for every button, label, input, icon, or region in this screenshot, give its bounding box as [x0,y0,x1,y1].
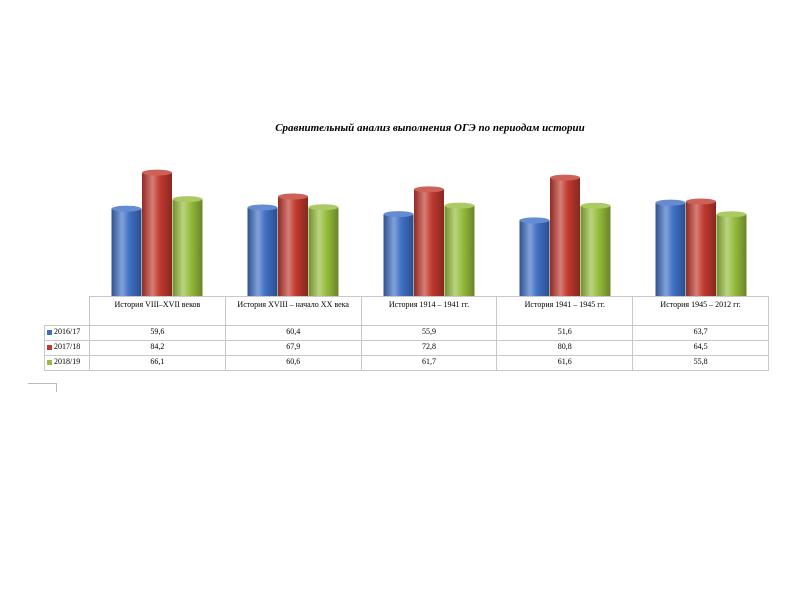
page-corner-mark [28,383,57,392]
bar-2018-19-cat-5 [716,211,747,296]
bar-top [716,211,747,218]
bar-body [716,214,747,296]
legend-series-cell: 2017/18 [44,340,90,356]
bar-body [383,214,414,296]
bar-2016-17-cat-3 [383,211,414,296]
bar-top [111,205,142,212]
table-value-cell: 72,8 [360,340,498,356]
bar-body [308,207,339,296]
table-corner-cell [44,296,90,326]
table-category-header: История 1941 – 1945 гг. [496,296,634,326]
table-value-cell: 84,2 [89,340,226,356]
bar-top [519,217,550,224]
table-row: 2016/17 59,6 60,4 55,9 51,6 63,7 [44,325,769,341]
bar-2016-17-cat-4 [519,217,550,296]
legend-series-cell: 2018/19 [44,355,90,371]
bar-top [142,169,172,176]
bar-top [655,199,686,206]
chart-title: Сравнительный анализ выполнения ОГЭ по п… [275,122,585,134]
bar-body [550,177,580,296]
bar-top [414,186,444,193]
table-value-cell: 59,6 [89,325,226,341]
bar-2018-19-cat-3 [444,202,475,296]
table-value-cell: 55,8 [632,355,769,371]
legend-swatch [47,329,52,335]
table-value-cell: 63,7 [632,325,769,341]
bar-body [580,205,611,296]
bar-top [686,198,716,205]
table-value-cell: 51,6 [496,325,634,341]
bar-2017-18-cat-2 [278,193,308,296]
legend-swatch [47,359,52,365]
bar-2017-18-cat-5 [686,198,716,296]
table-value-cell: 66,1 [89,355,226,371]
bar-2016-17-cat-2 [247,204,278,296]
series-name: 2018/19 [54,357,81,366]
bar-2018-19-cat-2 [308,204,339,296]
table-value-cell: 55,9 [360,325,498,341]
bar-body [686,201,716,296]
bar-top [444,202,475,209]
bar-body [247,207,278,296]
table-header-row: История VIII–XVII веков История XVIII – н… [44,296,769,326]
bar-top [550,174,580,181]
bar-top [247,204,278,211]
table-category-header: История VIII–XVII веков [89,296,226,326]
bar-top [308,204,339,211]
bar-top [278,193,308,200]
bar-2018-19-cat-4 [580,202,611,296]
table-value-cell: 67,9 [224,340,362,356]
bar-2016-17-cat-5 [655,199,686,296]
bar-body [278,196,308,296]
table-value-cell: 61,6 [496,355,634,371]
bar-body [414,189,444,296]
bar-top [172,196,203,203]
table-row: 2017/18 84,2 67,9 72,8 80,8 64,5 [44,340,769,356]
table-row: 2018/19 66,1 60,6 61,7 61,6 55,8 [44,355,769,371]
table-value-cell: 60,6 [224,355,362,371]
bar-body [142,172,172,296]
bar-2017-18-cat-3 [414,186,444,296]
bar-2018-19-cat-1 [172,196,203,296]
table-value-cell: 64,5 [632,340,769,356]
bar-body [655,202,686,296]
bar-top [383,211,414,218]
bar-2017-18-cat-4 [550,174,580,296]
series-name: 2016/17 [54,327,81,336]
table-category-header: История XVIII – начало XX века [224,296,362,326]
bar-body [172,199,203,296]
bar-body [444,205,475,296]
bar-body [111,208,142,296]
table-value-cell: 80,8 [496,340,634,356]
series-name: 2017/18 [54,342,81,351]
bar-2016-17-cat-1 [111,205,142,296]
table-category-header: История 1945 – 2012 гг. [632,296,769,326]
table-value-cell: 61,7 [360,355,498,371]
legend-swatch [47,344,52,350]
bar-top [580,202,611,209]
table-category-header: История 1914 – 1941 гг. [360,296,498,326]
table-value-cell: 60,4 [224,325,362,341]
bar-2017-18-cat-1 [142,169,172,296]
bar-body [519,220,550,296]
data-table: История VIII–XVII веков История XVIII – н… [44,296,769,371]
legend-series-cell: 2016/17 [44,325,90,341]
